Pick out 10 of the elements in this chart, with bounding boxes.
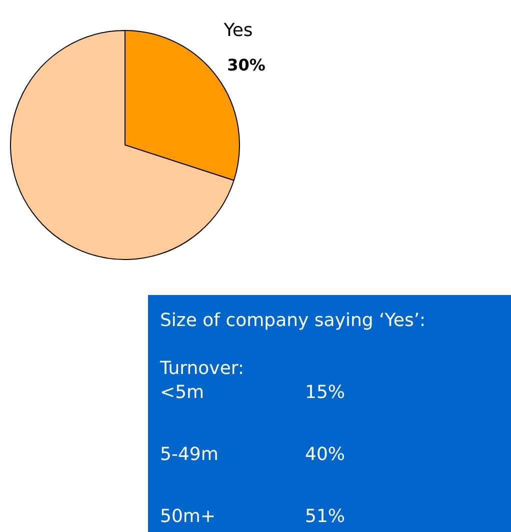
text: Turnover:: [160, 357, 246, 381]
data-label: 51%: [305, 505, 346, 529]
data-label: 40%: [305, 443, 346, 467]
slice-label: Yes: [222, 20, 253, 41]
category-label: 5-49m: [160, 443, 220, 467]
text: Size of company saying ‘Yes’:: [160, 309, 427, 333]
category-label: <5m: [160, 381, 206, 405]
data-label: 15%: [305, 381, 346, 405]
category-label: 50m+: [160, 505, 217, 529]
data-label: 30%: [227, 55, 266, 74]
